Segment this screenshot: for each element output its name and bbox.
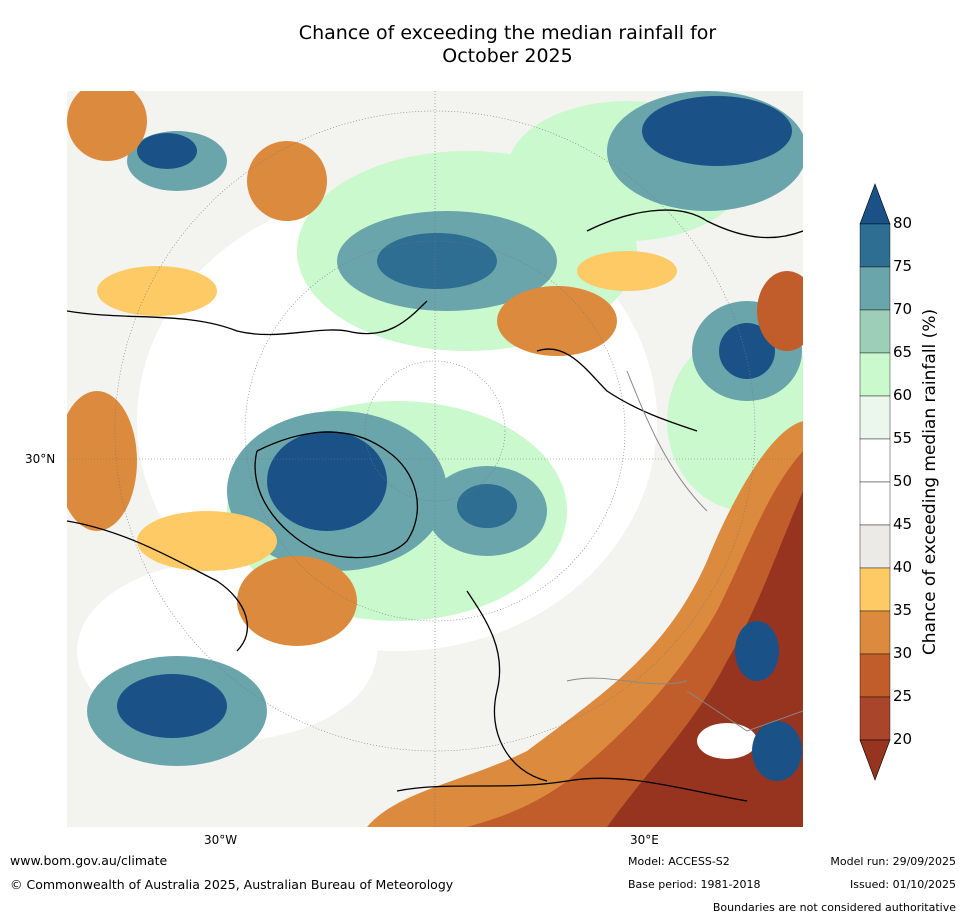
colorbar-band-60-65 — [859, 352, 891, 397]
colorbar-over-arrow — [859, 183, 891, 225]
colorbar-band-20-25 — [859, 696, 891, 741]
colorbar-tick-35: 35 — [893, 601, 913, 619]
colorbar-tick-30: 30 — [893, 644, 913, 662]
colorbar-band-40-45 — [859, 524, 891, 569]
colorbar-band-75-80 — [859, 223, 891, 268]
colorbar-band-30-35 — [859, 610, 891, 655]
colorbar-band-70-75 — [859, 266, 891, 311]
colorbar-tick-45: 45 — [893, 515, 913, 533]
colorbar — [859, 183, 891, 781]
colorbar-tick-40: 40 — [893, 558, 913, 576]
model-run-text: Model run: 29/09/2025 — [830, 855, 956, 868]
colorbar-tick-60: 60 — [893, 386, 913, 404]
title-line-1: Chance of exceeding the median rainfall … — [298, 22, 717, 44]
website-link[interactable]: www.bom.gov.au/climate — [10, 853, 168, 868]
colorbar-tick-50: 50 — [893, 472, 913, 490]
colorbar-tick-65: 65 — [893, 343, 913, 361]
colorbar-tick-20: 20 — [893, 730, 913, 748]
colorbar-band-35-40 — [859, 567, 891, 612]
colorbar-tick-70: 70 — [893, 300, 913, 318]
longitude-label-30e: 30°E — [630, 833, 659, 847]
colorbar-under-arrow — [859, 739, 891, 781]
map-title: Chance of exceeding the median rainfall … — [200, 22, 815, 68]
title-line-2: October 2025 — [442, 45, 573, 67]
colorbar-tick-25: 25 — [893, 687, 913, 705]
colorbar-label: Chance of exceeding median rainfall (%) — [920, 308, 940, 656]
rainfall-probability-map — [67, 91, 803, 827]
colorbar-band-55-60 — [859, 395, 891, 440]
colorbar-tick-75: 75 — [893, 257, 913, 275]
copyright-text: © Commonwealth of Australia 2025, Austra… — [10, 877, 454, 892]
issued-text: Issued: 01/10/2025 — [849, 878, 956, 891]
latitude-label-30n: 30°N — [25, 452, 56, 466]
colorbar-band-45-50 — [859, 481, 891, 526]
longitude-label-30w: 30°W — [204, 833, 238, 847]
colorbar-band-25-30 — [859, 653, 891, 698]
colorbar-band-65-70 — [859, 309, 891, 354]
colorbar-band-50-55 — [859, 438, 891, 483]
colorbar-tick-55: 55 — [893, 429, 913, 447]
map-canvas — [67, 91, 803, 827]
disclaimer-text: Boundaries are not considered authoritat… — [712, 901, 956, 914]
colorbar-tick-80: 80 — [893, 214, 913, 232]
model-text: Model: ACCESS-S2 — [628, 855, 730, 868]
base-period-text: Base period: 1981-2018 — [628, 878, 761, 891]
